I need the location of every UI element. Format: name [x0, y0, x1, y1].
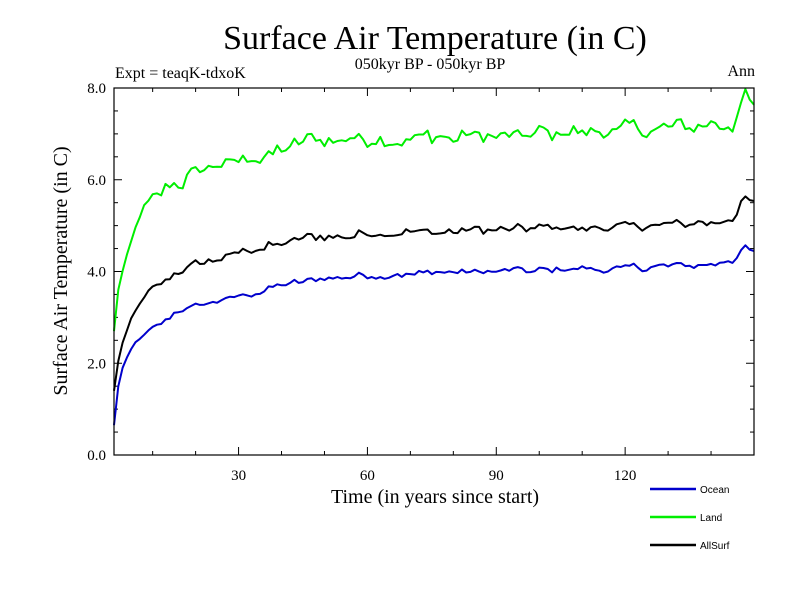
- legend: Ocean Land AllSurf: [650, 485, 730, 552]
- y-tick-label: 8.0: [87, 81, 106, 97]
- y-tick-label: 4.0: [87, 265, 106, 281]
- series-lines: [113, 88, 755, 426]
- series-line-ocean: [113, 244, 755, 426]
- legend-label-ocean: Ocean: [700, 485, 729, 496]
- x-tick-label: 30: [231, 468, 246, 484]
- x-tick-label: 120: [614, 468, 637, 484]
- x-axis-label: Time (in years since start): [331, 486, 539, 508]
- y-axis-label: Surface Air Temperature (in C): [50, 146, 72, 395]
- tick-labels: 30 60 90 120 0.0 2.0 4.0 6.0 8.0: [87, 81, 636, 484]
- y-tick-label: 6.0: [87, 173, 106, 189]
- season-label: Ann: [727, 63, 755, 80]
- plot-frame: [113, 87, 755, 456]
- x-tick-label: 90: [489, 468, 504, 484]
- y-tick-label: 2.0: [87, 356, 106, 372]
- series-line-land: [113, 88, 755, 332]
- experiment-label: Expt = teaqK-tdxoK: [115, 65, 246, 82]
- y-tick-label: 0.0: [87, 448, 106, 464]
- x-tick-label: 60: [360, 468, 375, 484]
- legend-label-land: Land: [700, 513, 722, 524]
- legend-label-allsurf: AllSurf: [700, 541, 730, 552]
- chart-subtitle: 050kyr BP - 050kyr BP: [355, 56, 506, 73]
- series-line-allsurf: [113, 195, 755, 391]
- chart-title: Surface Air Temperature (in C): [223, 20, 647, 57]
